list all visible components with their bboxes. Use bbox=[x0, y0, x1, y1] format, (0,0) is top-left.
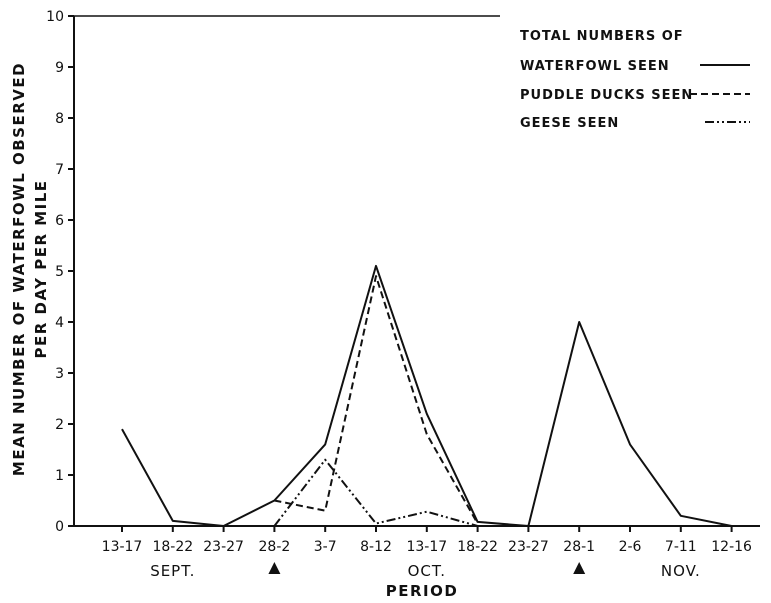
x-tick-label: 18-22 bbox=[457, 539, 498, 555]
month-label: SEPT. bbox=[150, 562, 195, 580]
y-axis-title-line-1: MEAN NUMBER OF WATERFOWL OBSERVED bbox=[10, 62, 28, 476]
series-line-waterfowl-seen bbox=[121, 264, 732, 527]
y-tick-label: 9 bbox=[55, 60, 64, 76]
y-tick-label: 10 bbox=[46, 9, 64, 25]
x-tick-label: 23-27 bbox=[203, 539, 244, 555]
legend: TOTAL NUMBERS OF WATERFOWL SEEN PUDDLE D… bbox=[520, 29, 750, 131]
legend-label-waterfowl: WATERFOWL SEEN bbox=[520, 59, 670, 74]
legend-label-geese: GEESE SEEN bbox=[520, 116, 619, 131]
x-tick-label: 13-17 bbox=[406, 539, 447, 555]
y-tick-label: 2 bbox=[55, 417, 64, 433]
y-tick-label: 0 bbox=[55, 519, 64, 535]
y-tick-label: 4 bbox=[55, 315, 64, 331]
period-marker-triangle bbox=[268, 562, 281, 574]
x-tick-label: 2-6 bbox=[619, 539, 642, 555]
month-label: OCT. bbox=[408, 562, 446, 580]
axis-layer: 0 1 2 3 4 5 6 7 8 9 10 13-17 18-22 23-27 28-2 3-7 8-12 13… bbox=[46, 9, 760, 580]
y-tick-label: 6 bbox=[55, 213, 64, 229]
y-tick-label: 7 bbox=[55, 162, 64, 178]
period-marker-triangle bbox=[573, 562, 586, 574]
x-tick-label: 3-7 bbox=[314, 539, 337, 555]
y-tick-label: 3 bbox=[55, 366, 64, 382]
y-tick-label: 8 bbox=[55, 111, 64, 127]
legend-heading: TOTAL NUMBERS OF bbox=[520, 29, 684, 44]
label-layer: PERIOD MEAN NUMBER OF WATERFOWL OBSERVED… bbox=[10, 62, 459, 600]
x-tick-label: 28-2 bbox=[259, 539, 291, 555]
y-tick-label: 5 bbox=[55, 264, 64, 280]
x-tick-label: 23-27 bbox=[508, 539, 549, 555]
x-axis-title: PERIOD bbox=[386, 582, 459, 600]
y-tick-label: 1 bbox=[55, 468, 64, 484]
series-layer bbox=[121, 264, 732, 527]
x-tick-label: 8-12 bbox=[360, 539, 392, 555]
legend-label-puddle-ducks: PUDDLE DUCKS SEEN bbox=[520, 88, 693, 103]
x-tick-label: 7-11 bbox=[665, 539, 697, 555]
x-tick-label: 18-22 bbox=[152, 539, 193, 555]
y-axis-title-line-2: PER DAY PER MILE bbox=[32, 179, 50, 358]
month-label: NOV. bbox=[661, 562, 701, 580]
x-tick-label: 12-16 bbox=[711, 539, 752, 555]
x-tick-label: 13-17 bbox=[102, 539, 143, 555]
x-tick-label: 28-1 bbox=[563, 539, 595, 555]
series-line-puddle-ducks-seen bbox=[274, 275, 479, 524]
